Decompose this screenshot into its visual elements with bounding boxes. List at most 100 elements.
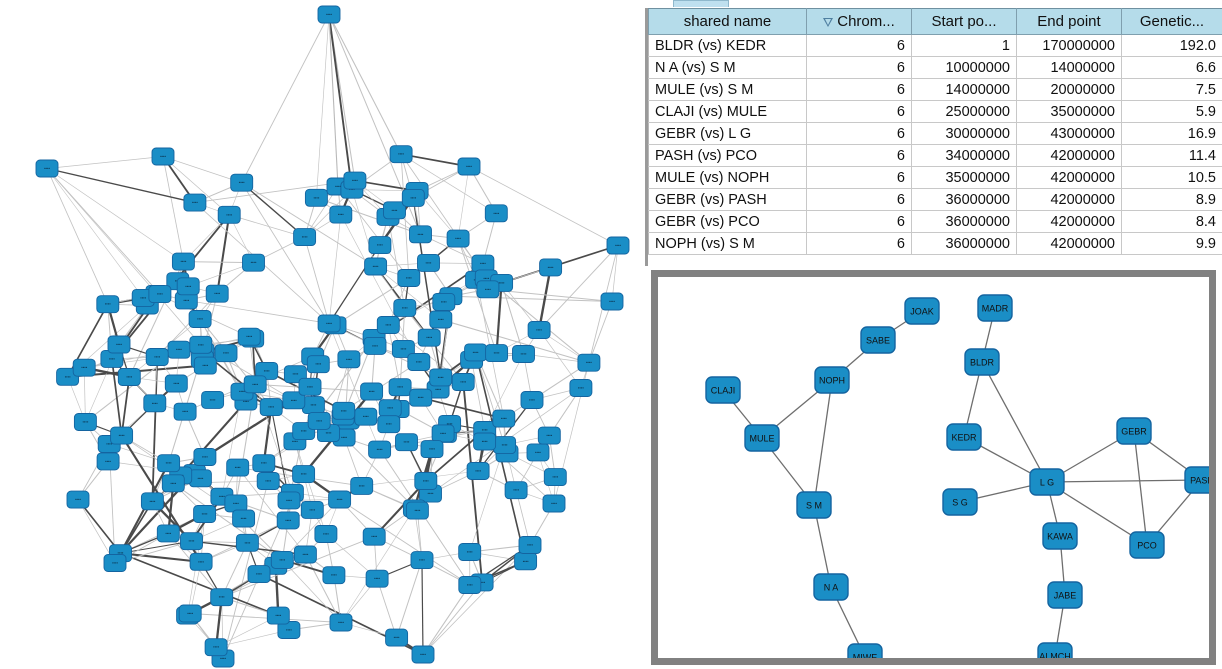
main-network-node-shape[interactable]: [411, 645, 435, 664]
main-network-edge[interactable]: [485, 278, 590, 364]
main-network-edge[interactable]: [515, 490, 531, 546]
main-network-node-shape[interactable]: [385, 628, 409, 647]
main-network-node[interactable]: ••••: [518, 536, 542, 554]
main-network-edge[interactable]: [538, 245, 619, 331]
main-network-node[interactable]: ••••: [543, 468, 567, 487]
main-network-node-shape[interactable]: [247, 565, 271, 584]
main-network-node-shape[interactable]: [577, 353, 601, 372]
main-network-node-shape[interactable]: [156, 524, 180, 543]
main-network-edge[interactable]: [328, 14, 339, 187]
sub-network-node-shape[interactable]: [964, 348, 1000, 376]
main-network-node-shape[interactable]: [606, 236, 630, 255]
main-network-node-shape[interactable]: [383, 201, 406, 220]
sub-network-node-shape[interactable]: [977, 294, 1013, 322]
sub-network-node-shape[interactable]: [904, 297, 940, 325]
main-network-node-shape[interactable]: [520, 391, 544, 409]
sub-network-node-shape[interactable]: [796, 491, 832, 519]
main-network-edge[interactable]: [304, 237, 330, 324]
main-network-node[interactable]: ••••: [314, 525, 338, 543]
main-network-node-shape[interactable]: [417, 253, 440, 272]
main-network-node-shape[interactable]: [214, 344, 238, 363]
main-network-node-shape[interactable]: [362, 527, 386, 546]
main-network-node[interactable]: ••••: [417, 328, 441, 347]
sub-network-node-shape[interactable]: [946, 423, 982, 451]
main-network-node[interactable]: ••••: [96, 295, 120, 314]
main-network-edge[interactable]: [495, 282, 503, 354]
main-network-node[interactable]: ••••: [156, 524, 180, 543]
main-network-node[interactable]: ••••: [217, 205, 241, 224]
main-network-node-shape[interactable]: [429, 310, 453, 329]
main-network-node-shape[interactable]: [157, 454, 181, 473]
main-network-edge[interactable]: [328, 14, 402, 155]
main-network-edge[interactable]: [340, 508, 415, 623]
main-network-node-shape[interactable]: [145, 348, 169, 366]
sub-network-panel[interactable]: CLAJI MULE NOPH SABE JOAK S M N A MIWE MADR BLDR K…: [651, 270, 1216, 665]
main-network-node-shape[interactable]: [409, 388, 433, 407]
main-network-node-shape[interactable]: [409, 225, 432, 244]
main-network-node-shape[interactable]: [237, 327, 261, 346]
main-network-node[interactable]: ••••: [577, 353, 601, 372]
main-network-node[interactable]: ••••: [401, 188, 425, 207]
main-network-node[interactable]: ••••: [458, 576, 482, 594]
sub-network-node-shape[interactable]: [1047, 581, 1083, 609]
main-network-node[interactable]: ••••: [457, 157, 481, 176]
main-network-node[interactable]: ••••: [363, 336, 387, 355]
main-network-node[interactable]: ••••: [255, 361, 279, 380]
main-network-node[interactable]: ••••: [143, 394, 167, 413]
main-network-node[interactable]: ••••: [393, 298, 417, 317]
sub-network-node-shape[interactable]: [1037, 642, 1073, 658]
main-network-node[interactable]: ••••: [176, 277, 200, 296]
main-network-edge[interactable]: [282, 559, 342, 623]
table-row[interactable]: MULE (vs) S M 6 14000000 20000000 7.5: [648, 78, 1222, 101]
sub-network-node-shape[interactable]: [1042, 522, 1078, 550]
main-network-node[interactable]: ••••: [277, 491, 301, 510]
main-network-edge[interactable]: [376, 578, 397, 638]
main-network-edge[interactable]: [471, 359, 486, 431]
main-network-node-shape[interactable]: [484, 204, 508, 223]
main-network-node[interactable]: ••••: [464, 343, 488, 362]
main-network-node-shape[interactable]: [151, 147, 175, 166]
sub-network-node-shape[interactable]: [813, 573, 849, 601]
main-network-node-shape[interactable]: [96, 295, 120, 314]
main-network-node-shape[interactable]: [252, 454, 276, 473]
main-network-node[interactable]: ••••: [405, 501, 429, 520]
main-network-node-shape[interactable]: [193, 505, 217, 523]
main-network-node-shape[interactable]: [364, 257, 388, 276]
main-network-node[interactable]: ••••: [298, 377, 322, 396]
main-network-node[interactable]: ••••: [188, 310, 212, 328]
main-network-node[interactable]: ••••: [537, 426, 561, 445]
main-network-node[interactable]: ••••: [317, 314, 341, 333]
main-network-edge[interactable]: [183, 261, 254, 264]
main-network-node-shape[interactable]: [255, 361, 279, 380]
sub-network-node[interactable]: BLDR: [964, 348, 1000, 376]
main-network-node-shape[interactable]: [332, 401, 356, 420]
main-network-node[interactable]: ••••: [473, 432, 497, 451]
main-network-edge[interactable]: [241, 182, 376, 267]
main-network-node[interactable]: ••••: [414, 472, 438, 490]
main-network-node-shape[interactable]: [183, 193, 207, 212]
main-network-node-shape[interactable]: [276, 511, 300, 530]
main-network-edge[interactable]: [373, 480, 427, 538]
main-network-node[interactable]: ••••: [391, 339, 415, 358]
main-network-node[interactable]: ••••: [232, 509, 256, 528]
main-network-node-shape[interactable]: [259, 398, 283, 417]
main-network-node[interactable]: ••••: [383, 201, 406, 220]
main-network-node[interactable]: ••••: [157, 454, 181, 473]
main-network-node[interactable]: ••••: [247, 565, 271, 584]
main-network-edge[interactable]: [120, 540, 192, 554]
main-network-node[interactable]: ••••: [117, 368, 141, 386]
main-network-node-shape[interactable]: [363, 336, 387, 355]
main-network-node[interactable]: ••••: [214, 344, 238, 363]
main-network-edge[interactable]: [83, 367, 86, 423]
main-network-node[interactable]: ••••: [189, 552, 213, 571]
table-row[interactable]: NOPH (vs) S M 6 36000000 42000000 9.9: [648, 232, 1222, 255]
main-network-node[interactable]: ••••: [188, 469, 212, 488]
main-network-edge[interactable]: [328, 244, 381, 324]
sub-network-edge[interactable]: [813, 379, 833, 506]
main-network-node[interactable]: ••••: [171, 252, 195, 271]
sub-network-node[interactable]: NOPH: [814, 366, 850, 394]
main-network-node[interactable]: ••••: [520, 391, 544, 409]
main-network-node[interactable]: ••••: [569, 379, 593, 397]
main-network-node[interactable]: ••••: [420, 440, 444, 459]
main-network-edge[interactable]: [111, 358, 123, 436]
